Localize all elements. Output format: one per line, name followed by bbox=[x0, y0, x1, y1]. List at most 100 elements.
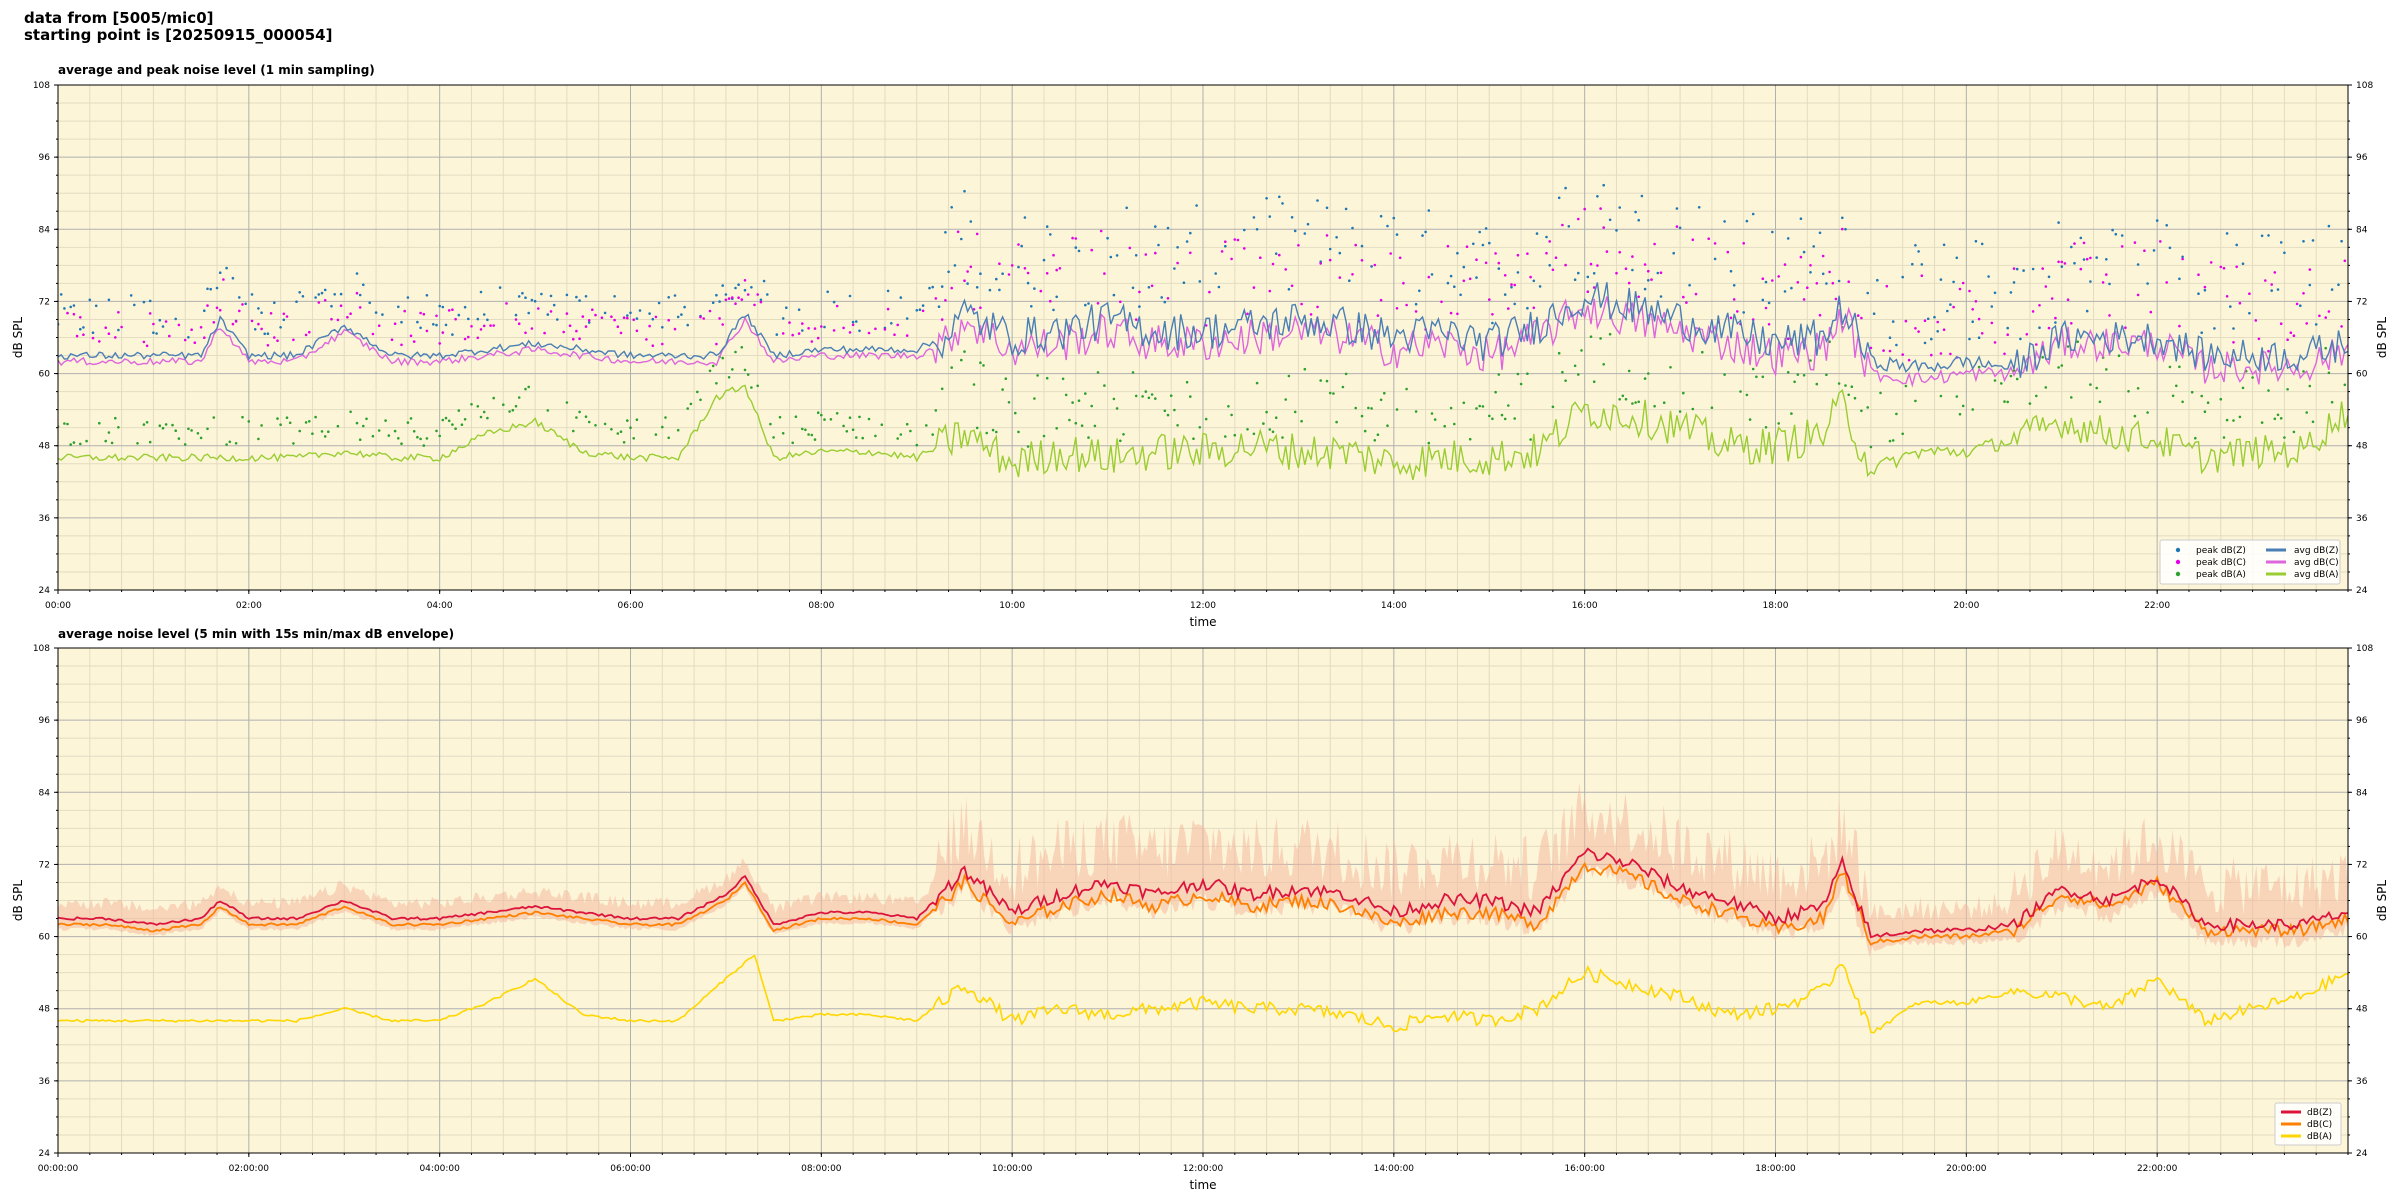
peak-dbc-point bbox=[727, 297, 731, 300]
peak-dba-point bbox=[823, 418, 826, 421]
peak-dbz-point bbox=[82, 326, 85, 329]
peak-dbz-point bbox=[1109, 255, 1113, 259]
peak-dba-point bbox=[196, 432, 200, 435]
peak-dbc-point bbox=[626, 316, 629, 320]
peak-dba-point bbox=[225, 443, 228, 446]
peak-dbc-point bbox=[1491, 313, 1494, 316]
peak-dbz-point bbox=[133, 303, 136, 307]
peak-dba-point bbox=[1119, 439, 1122, 443]
peak-dbz-point bbox=[2146, 282, 2149, 285]
peak-dbc-point bbox=[1233, 238, 1237, 241]
peak-dbz-point bbox=[1182, 281, 1186, 285]
peak-dba-point bbox=[594, 424, 597, 427]
peak-dbc-point bbox=[584, 325, 588, 328]
peak-dba-point bbox=[750, 386, 753, 389]
dbc-line bbox=[58, 861, 2348, 946]
peak-dba-point bbox=[1955, 395, 1959, 398]
peak-dba-point bbox=[829, 418, 833, 421]
legend-label: avg dB(C) bbox=[2294, 558, 2339, 568]
peak-dba-point bbox=[1077, 399, 1081, 403]
peak-dbz-point bbox=[1818, 231, 1822, 235]
peak-dbz-point bbox=[2327, 224, 2331, 228]
peak-dbc-point bbox=[1360, 259, 1364, 262]
peak-dbz-point bbox=[1955, 256, 1959, 260]
peak-dbz-point bbox=[960, 237, 963, 241]
peak-dbc-point bbox=[2273, 271, 2277, 274]
peak-dba-point bbox=[2330, 400, 2334, 404]
peak-dbc-point bbox=[645, 338, 648, 341]
peak-dbc-point bbox=[2012, 267, 2016, 270]
peak-dba-point bbox=[661, 425, 664, 429]
peak-dbz-point bbox=[527, 311, 530, 315]
peak-dbc-point bbox=[454, 317, 457, 321]
peak-dbz-point bbox=[1844, 227, 1847, 231]
peak-dba-point bbox=[845, 430, 849, 433]
chart-title: average and peak noise level (1 min samp… bbox=[58, 63, 375, 77]
peak-dbc-point bbox=[699, 315, 702, 319]
peak-dba-point bbox=[2136, 387, 2140, 390]
peak-dbz-point bbox=[1513, 302, 1516, 306]
peak-dbc-point bbox=[1268, 289, 1272, 293]
y-tick-label: 24 bbox=[39, 1149, 51, 1159]
peak-dba-point bbox=[578, 410, 581, 414]
y-tick-label-right: 72 bbox=[2356, 860, 2367, 870]
x-tick-label: 22:00:00 bbox=[2137, 1164, 2178, 1174]
peak-dbz-point bbox=[1255, 228, 1259, 231]
peak-dba-point bbox=[1268, 428, 1272, 431]
peak-dbz-point bbox=[667, 296, 670, 299]
peak-dbz-point bbox=[785, 306, 788, 310]
peak-dbc-point bbox=[1685, 301, 1688, 304]
peak-dba-point bbox=[2098, 400, 2102, 404]
peak-dbc-point bbox=[956, 230, 960, 234]
peak-dbc-point bbox=[2308, 268, 2312, 271]
peak-dbz-point bbox=[750, 286, 753, 289]
peak-dbz-point bbox=[1602, 183, 1605, 187]
peak-dbz-point bbox=[947, 270, 950, 274]
peak-dba-point bbox=[1414, 410, 1418, 413]
peak-dbz-point bbox=[397, 305, 400, 309]
peak-dbc-point bbox=[1074, 237, 1078, 240]
peak-dbc-point bbox=[1936, 320, 1939, 324]
peak-dbc-point bbox=[1707, 237, 1710, 240]
peak-dbz-point bbox=[266, 332, 270, 336]
x-axis-label: time bbox=[1189, 1178, 1216, 1192]
peak-dbc-point bbox=[1468, 277, 1472, 281]
peak-dbc-point bbox=[168, 334, 171, 338]
peak-dba-point bbox=[1529, 438, 1532, 441]
peak-dbc-point bbox=[737, 296, 740, 300]
peak-dbc-point bbox=[635, 329, 639, 333]
peak-dba-point bbox=[1379, 398, 1383, 402]
peak-dbc-point bbox=[266, 344, 270, 347]
peak-dbc-point bbox=[816, 336, 820, 340]
peak-dbz-point bbox=[963, 189, 966, 193]
peak-dba-point bbox=[482, 410, 486, 414]
x-tick-label: 08:00:00 bbox=[801, 1164, 842, 1174]
peak-dbc-point bbox=[2340, 325, 2343, 328]
peak-dbc-point bbox=[791, 333, 794, 337]
peak-dba-point bbox=[1430, 412, 1434, 415]
peak-dba-point bbox=[896, 437, 899, 440]
peak-dba-point bbox=[1169, 394, 1173, 398]
peak-dbz-point bbox=[1243, 228, 1246, 232]
peak-dba-point bbox=[982, 364, 985, 367]
peak-dbz-point bbox=[1926, 317, 1930, 321]
peak-dbc-point bbox=[1577, 217, 1580, 221]
peak-dbz-point bbox=[890, 322, 893, 325]
peak-dbc-point bbox=[1783, 263, 1787, 266]
peak-dbc-point bbox=[998, 262, 1001, 266]
peak-dbc-point bbox=[292, 338, 295, 342]
peak-dbz-point bbox=[486, 318, 489, 322]
peak-dba-point bbox=[813, 438, 817, 441]
peak-dbc-point bbox=[257, 322, 260, 326]
peak-dba-point bbox=[416, 435, 419, 439]
peak-dba-point bbox=[861, 436, 864, 440]
peak-dba-point bbox=[479, 415, 483, 419]
peak-dbz-point bbox=[142, 300, 146, 304]
peak-dbz-point bbox=[1112, 293, 1116, 297]
peak-dba-point bbox=[1662, 401, 1666, 405]
peak-dbc-point bbox=[610, 315, 613, 319]
peak-dbc-point bbox=[1993, 341, 1997, 344]
peak-dbz-point bbox=[950, 206, 953, 209]
peak-dba-point bbox=[285, 416, 289, 420]
peak-dbc-point bbox=[1949, 352, 1952, 356]
